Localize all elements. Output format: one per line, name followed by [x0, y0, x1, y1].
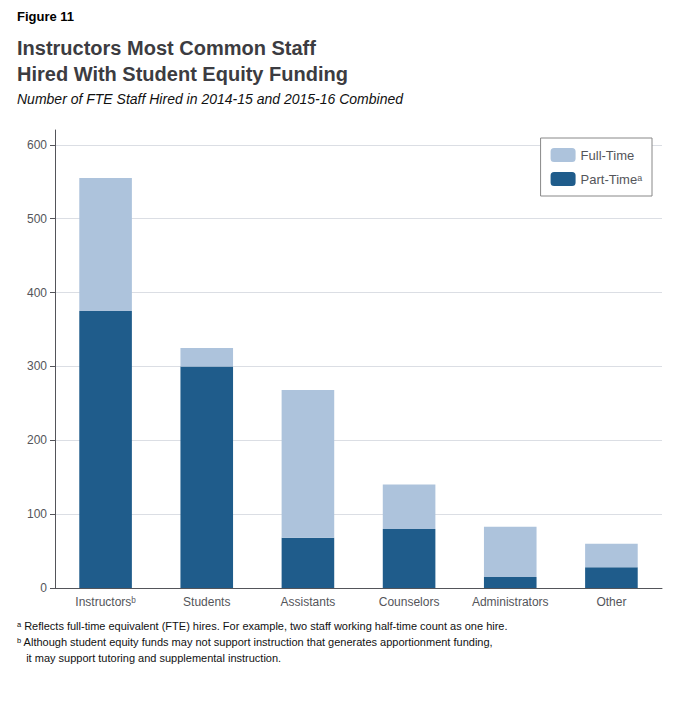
svg-text:Other: Other: [596, 595, 626, 609]
svg-text:Full-Time: Full-Time: [581, 148, 635, 163]
svg-text:400: 400: [27, 286, 47, 300]
svg-text:Counselors: Counselors: [379, 595, 440, 609]
svg-text:Instructorsᵇ: Instructorsᵇ: [75, 595, 136, 609]
svg-text:ᵇ Although student equity fund: ᵇ Although student equity funds may not …: [17, 636, 493, 648]
svg-text:Hired With Student Equity Fund: Hired With Student Equity Funding: [17, 63, 348, 85]
svg-text:ᵃ Reflects full-time equivalen: ᵃ Reflects full-time equivalent (FTE) hi…: [17, 620, 508, 632]
svg-text:0: 0: [40, 581, 47, 595]
svg-text:500: 500: [27, 212, 47, 226]
svg-text:300: 300: [27, 359, 47, 373]
svg-text:Number of FTE Staff Hired in 2: Number of FTE Staff Hired in 2014-15 and…: [17, 91, 404, 107]
svg-text:200: 200: [27, 433, 47, 447]
svg-text:100: 100: [27, 507, 47, 521]
svg-text:Students: Students: [183, 595, 230, 609]
svg-text:it may support tutoring and su: it may support tutoring and supplemental…: [17, 652, 281, 664]
svg-text:Figure 11: Figure 11: [17, 9, 74, 24]
svg-text:Assistants: Assistants: [281, 595, 336, 609]
svg-text:Administrators: Administrators: [472, 595, 549, 609]
svg-text:Instructors Most Common Staff: Instructors Most Common Staff: [17, 37, 316, 59]
svg-text:Part-Timeᵃ: Part-Timeᵃ: [581, 172, 643, 187]
svg-text:600: 600: [27, 138, 47, 152]
